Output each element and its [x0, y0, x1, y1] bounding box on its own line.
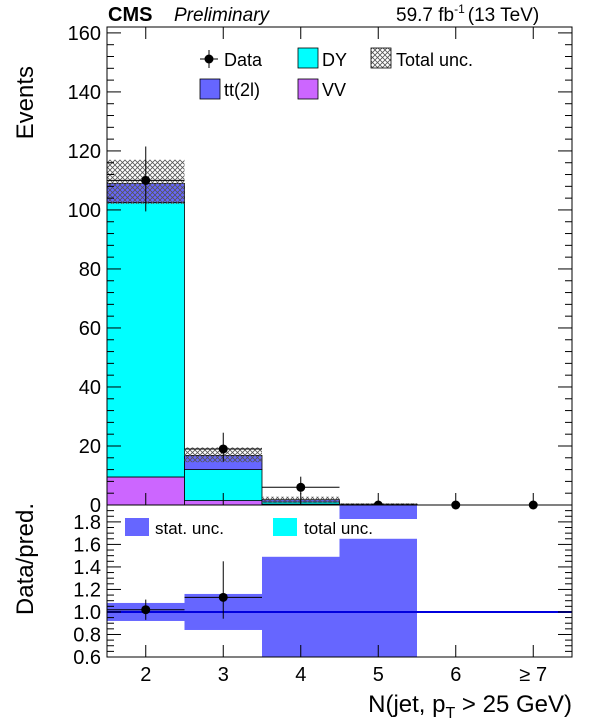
- x-tick-label-3: 5: [373, 664, 384, 686]
- lumi-label: 59.7 fb-1 (13 TeV): [396, 2, 539, 26]
- stat-unc-band-3: [339, 538, 417, 657]
- ratio-frame: [106, 504, 573, 658]
- lumi-value: 59.7 fb: [396, 5, 454, 26]
- legend-dy-swatch: [297, 47, 319, 69]
- x-axis-title: N(jet, pT > 25 GeV): [368, 691, 572, 722]
- ratio-y-tick-label-2: 1.0: [73, 602, 101, 624]
- legend-ttbar-label: tt(2l): [224, 80, 260, 100]
- legend-vv-label: VV: [322, 80, 346, 100]
- ratio-y-tick-label-0: 0.6: [73, 647, 101, 669]
- experiment-label: CMS: [108, 4, 152, 26]
- bar-dy-0: [106, 202, 185, 478]
- data-point-0: [141, 175, 151, 185]
- main-plot-area: [106, 146, 572, 510]
- main-panel: 0 20 40 60 80 100 120 140 160 Events Data DY Total…: [12, 23, 573, 517]
- main-y-tick-label-2: 40: [79, 377, 101, 399]
- data-point-1: [218, 444, 228, 454]
- main-y-tick-label-1: 20: [79, 436, 101, 458]
- legend-total-unc-ratio-swatch: [273, 518, 297, 536]
- x-axis-title-tail: > 25 GeV): [455, 691, 572, 718]
- lumi-exponent: -1: [454, 2, 465, 16]
- ratio-plot-area: [107, 505, 572, 657]
- main-legend: Data DY Total unc. tt(2l) VV: [199, 47, 473, 100]
- legend-ttbar-swatch: [199, 78, 221, 100]
- ratio-y-tick-label-6: 1.8: [73, 512, 101, 534]
- x-axis-title-sub: T: [445, 705, 455, 722]
- x-tick-label-1: 3: [218, 664, 229, 686]
- x-tick-label-4: 6: [450, 664, 461, 686]
- x-tick-label-5: ≥ 7: [519, 664, 547, 686]
- x-tick-label-2: 4: [295, 664, 306, 686]
- ratio-panel: 0.60.81.01.21.41.61.8 2 3 4 5 6 ≥ 7 Data/pred.…: [12, 503, 573, 686]
- legend-data-marker: [204, 54, 214, 64]
- main-y-tick-label-5: 100: [68, 200, 101, 222]
- ratio-y-tick-label-1: 0.8: [73, 624, 101, 646]
- data-point-2: [296, 482, 306, 492]
- main-y-tick-label-4: 80: [79, 259, 101, 281]
- ratio-point-0: [141, 605, 151, 615]
- ratio-y-tick-label-3: 1.2: [73, 579, 101, 601]
- legend-dy-label: DY: [322, 50, 347, 70]
- ratio-y-axis-title: Data/pred.: [12, 503, 39, 615]
- main-y-tick-label-8: 160: [68, 23, 101, 45]
- ratio-axes: 0.60.81.01.21.41.61.8 2 3 4 5 6 ≥ 7: [73, 510, 572, 686]
- legend-stat-unc-swatch: [125, 518, 149, 536]
- main-y-tick-label-6: 120: [68, 141, 101, 163]
- legend-vv-swatch: [297, 78, 319, 100]
- stat-unc-overflow-3: [339, 505, 417, 519]
- main-axes: 0 20 40 60 80 100 120 140 160: [68, 23, 572, 517]
- stat-unc-band-2: [262, 556, 340, 657]
- legend-stat-unc-label: stat. unc.: [155, 519, 224, 538]
- legend-total-unc-label: Total unc.: [396, 50, 473, 70]
- legend-total-unc-ratio-label: total unc.: [304, 519, 373, 538]
- main-y-tick-label-3: 60: [79, 318, 101, 340]
- ratio-y-tick-label-4: 1.4: [73, 557, 101, 579]
- legend-data-label: Data: [224, 50, 263, 70]
- main-y-axis-title: Events: [12, 66, 39, 139]
- status-label: Preliminary: [174, 5, 271, 26]
- ratio-y-tick-label-5: 1.6: [73, 534, 101, 556]
- ratio-legend: stat. unc. total unc.: [125, 518, 373, 538]
- legend-total-unc-swatch: [370, 47, 392, 69]
- energy-label: (13 TeV): [468, 5, 539, 26]
- main-y-tick-label-7: 140: [68, 82, 101, 104]
- ratio-point-1: [218, 592, 228, 602]
- x-axis-title-main: N(jet, p: [368, 691, 445, 718]
- main-y-tick-label-0: 0: [90, 495, 101, 517]
- x-tick-label-0: 2: [140, 664, 151, 686]
